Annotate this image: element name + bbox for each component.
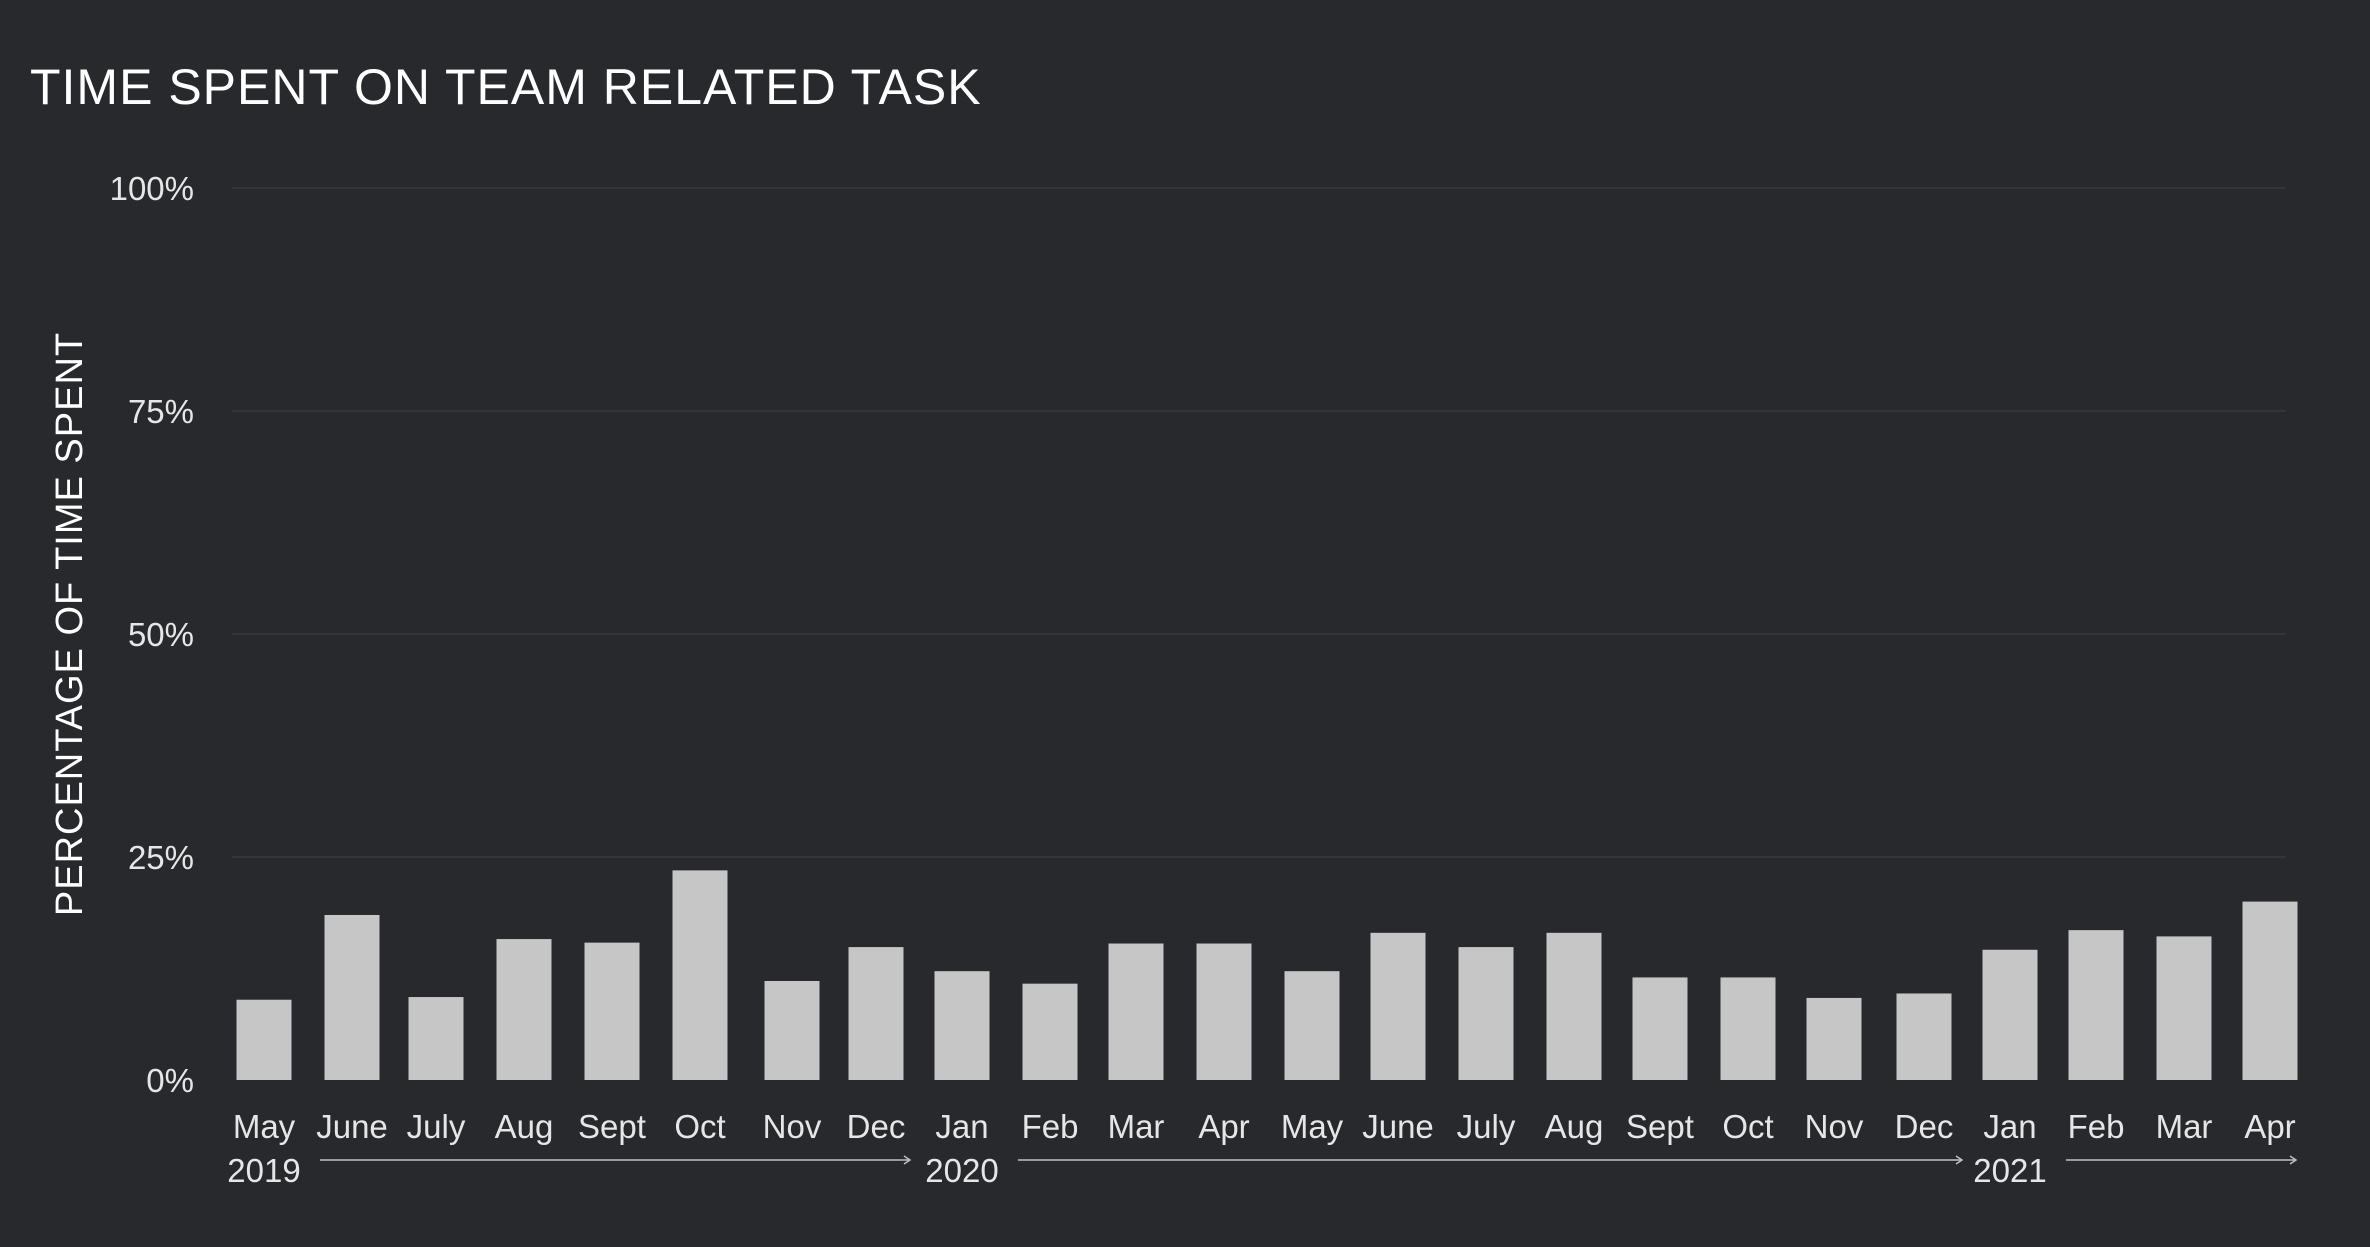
x-tick-label: Aug [1545, 1108, 1604, 1145]
x-tick-label: July [407, 1108, 466, 1145]
x-tick-label: Sept [1626, 1108, 1694, 1145]
x-tick-label: May [233, 1108, 296, 1145]
bar [2242, 901, 2298, 1080]
x-tick-label: Mar [1108, 1108, 1165, 1145]
bar [1108, 943, 1164, 1080]
y-tick-label: 0% [146, 1062, 194, 1099]
year-span-arrow-icon [2289, 1155, 2298, 1165]
year-label: 2019 [227, 1152, 300, 1189]
bar [496, 939, 552, 1080]
bars [236, 870, 2298, 1080]
y-tick-label: 100% [110, 170, 194, 207]
bar [1720, 977, 1776, 1080]
y-axis-label: PERCENTAGE OF TIME SPENT [49, 332, 91, 916]
year-labels: 2019 2020 2021 [227, 1152, 2298, 1189]
year-span-arrow-icon [903, 1155, 912, 1165]
bar [584, 942, 640, 1080]
x-tick-label: Feb [1022, 1108, 1079, 1145]
bar [934, 971, 990, 1080]
bar [1632, 977, 1688, 1080]
bar [1196, 943, 1252, 1080]
x-tick-label: Nov [1805, 1108, 1864, 1145]
x-tick-label: Sept [578, 1108, 646, 1145]
x-tick-label: Jan [935, 1108, 988, 1145]
bar [764, 980, 820, 1080]
y-tick-label: 75% [128, 393, 194, 430]
bar [1546, 932, 1602, 1080]
x-tick-label: Dec [847, 1108, 906, 1145]
x-tick-labels: May June July Aug Sept Oct Nov Dec Jan Feb Mar Apr M… [233, 1108, 2296, 1145]
x-tick-label: Oct [1722, 1108, 1773, 1145]
bar [236, 999, 292, 1080]
x-tick-label: Nov [763, 1108, 822, 1145]
bar [408, 997, 464, 1080]
year-label: 2020 [925, 1152, 998, 1189]
y-tick-labels: 0% 25% 50% 75% 100% [110, 170, 194, 1099]
bar [2156, 936, 2212, 1080]
bar [2068, 930, 2124, 1080]
x-tick-label: Feb [2068, 1108, 2125, 1145]
x-tick-label: July [1457, 1108, 1516, 1145]
bar [1370, 932, 1426, 1080]
x-tick-label: Mar [2156, 1108, 2213, 1145]
y-tick-label: 25% [128, 839, 194, 876]
y-tick-label: 50% [128, 616, 194, 653]
bar [1806, 997, 1862, 1080]
bar [1896, 993, 1952, 1080]
bar [672, 870, 728, 1080]
x-tick-label: June [1362, 1108, 1434, 1145]
bar [1982, 949, 2038, 1080]
year-span-arrow-icon [1955, 1155, 1964, 1165]
bar [1022, 983, 1078, 1080]
x-tick-label: May [1281, 1108, 1344, 1145]
bar [1284, 971, 1340, 1080]
chart-title: TIME SPENT ON TEAM RELATED TASK [30, 59, 982, 115]
x-tick-label: Oct [674, 1108, 725, 1145]
grid-lines [232, 187, 2286, 858]
bar [324, 914, 380, 1080]
x-tick-label: Apr [2244, 1108, 2295, 1145]
bar [1458, 947, 1514, 1080]
x-tick-label: Apr [1198, 1108, 1249, 1145]
year-label: 2021 [1973, 1152, 2046, 1189]
x-tick-label: Dec [1895, 1108, 1954, 1145]
x-tick-label: June [316, 1108, 388, 1145]
x-tick-label: Jan [1983, 1108, 2036, 1145]
bar [848, 947, 904, 1080]
x-tick-label: Aug [495, 1108, 554, 1145]
